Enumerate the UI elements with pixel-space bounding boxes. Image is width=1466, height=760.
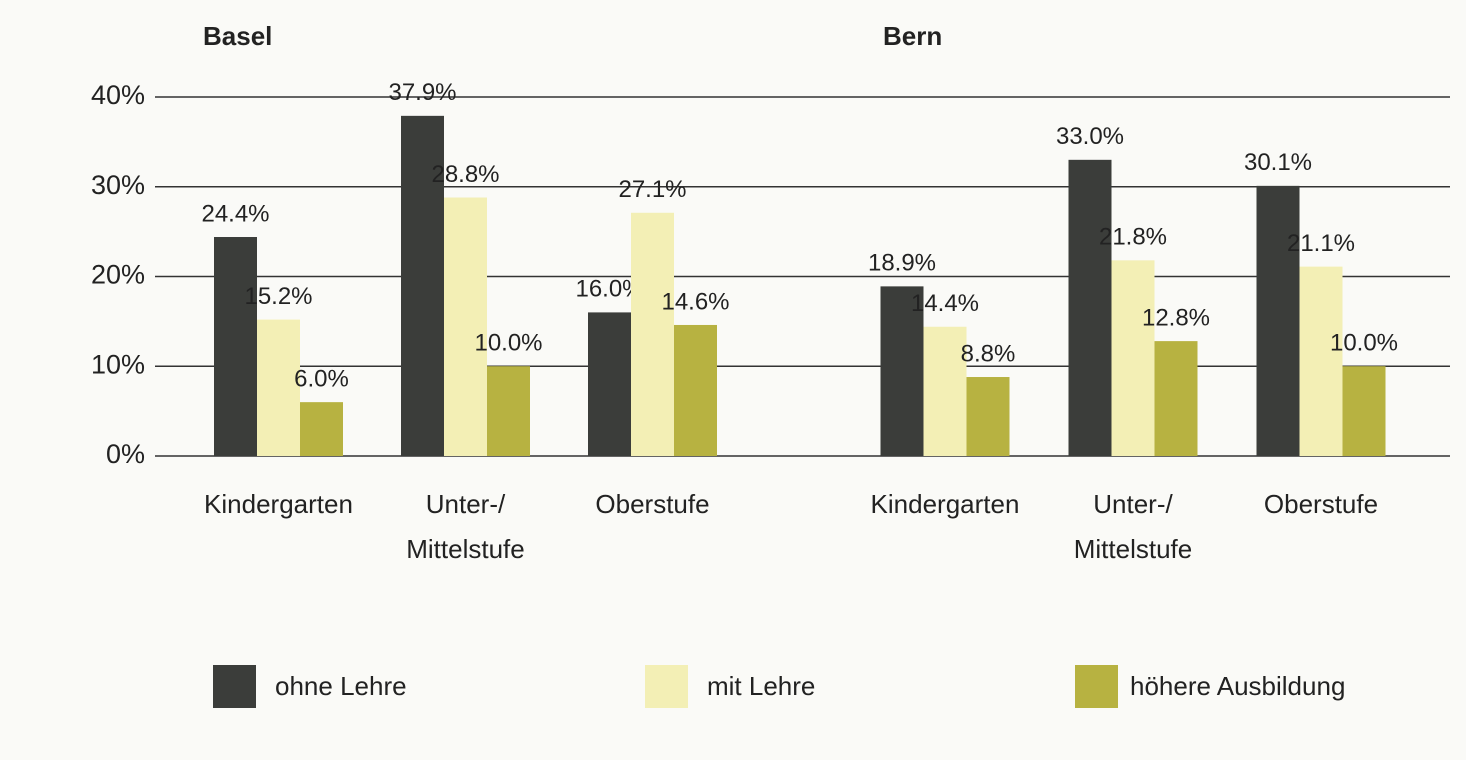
x-tick-label: Unter-/ Mittelstufe [1073, 489, 1193, 564]
y-tick-label: 30% [91, 170, 145, 200]
value-label: 8.8% [961, 340, 1016, 367]
bar [257, 319, 300, 456]
bar [1111, 260, 1155, 456]
x-tick-label: Oberstufe [595, 489, 710, 519]
value-label: 14.4% [911, 290, 979, 317]
legend-label: höhere Ausbildung [1130, 671, 1345, 701]
bar [880, 286, 924, 456]
value-label: 37.9% [388, 79, 456, 106]
x-tick-label: Kindergarten [204, 489, 353, 519]
value-label: 28.8% [431, 161, 499, 188]
y-tick-label: 0% [106, 439, 145, 469]
bar [923, 326, 967, 456]
bar [1256, 185, 1300, 457]
group-title: Basel [203, 21, 272, 51]
legend-swatch [1075, 665, 1118, 708]
value-label: 14.6% [661, 288, 729, 315]
value-label: 24.4% [201, 200, 269, 227]
legend-swatch [645, 665, 688, 708]
value-label: 10.0% [474, 330, 542, 357]
bar [401, 115, 444, 456]
bar [588, 312, 631, 456]
value-label: 15.2% [244, 283, 312, 310]
legend-label: mit Lehre [707, 671, 815, 701]
value-label: 6.0% [294, 365, 349, 392]
y-tick-label: 10% [91, 349, 145, 379]
bar [1342, 366, 1386, 456]
legend-swatch [213, 665, 256, 708]
bar [1154, 341, 1198, 456]
value-label: 21.8% [1099, 224, 1167, 251]
bar [1068, 159, 1112, 456]
value-label: 12.8% [1142, 304, 1210, 331]
bar [300, 402, 343, 456]
x-tick-label: Oberstufe [1263, 489, 1379, 519]
bar [966, 377, 1010, 456]
value-label: 10.0% [1330, 330, 1398, 357]
y-tick-label: 20% [91, 260, 145, 290]
bar [631, 212, 674, 456]
x-tick-label: Kindergarten [870, 489, 1020, 519]
y-tick-label: 40% [91, 80, 145, 110]
value-label: 18.9% [868, 250, 936, 277]
bar [1299, 266, 1343, 456]
x-tick-label: Unter-/ Mittelstufe [406, 489, 525, 564]
group-title: Bern [883, 21, 942, 51]
bar [487, 366, 530, 456]
value-label: 30.1% [1244, 149, 1312, 176]
value-label: 27.1% [618, 176, 686, 203]
value-label: 33.0% [1056, 123, 1124, 150]
bar [444, 197, 487, 456]
bar [674, 324, 717, 456]
value-label: 21.1% [1287, 230, 1355, 257]
legend-label: ohne Lehre [275, 671, 407, 701]
bar [214, 237, 257, 456]
